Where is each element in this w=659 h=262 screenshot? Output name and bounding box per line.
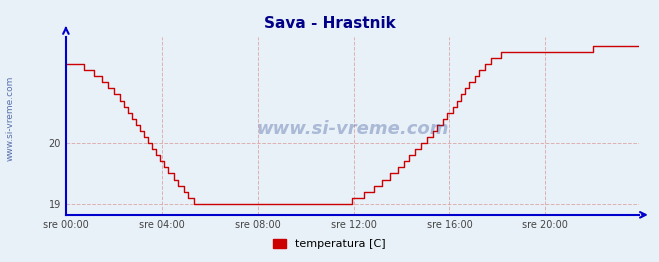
Text: www.si-vreme.com: www.si-vreme.com <box>256 120 449 138</box>
Text: Sava - Hrastnik: Sava - Hrastnik <box>264 16 395 31</box>
Legend: temperatura [C]: temperatura [C] <box>269 234 390 254</box>
Text: www.si-vreme.com: www.si-vreme.com <box>5 75 14 161</box>
